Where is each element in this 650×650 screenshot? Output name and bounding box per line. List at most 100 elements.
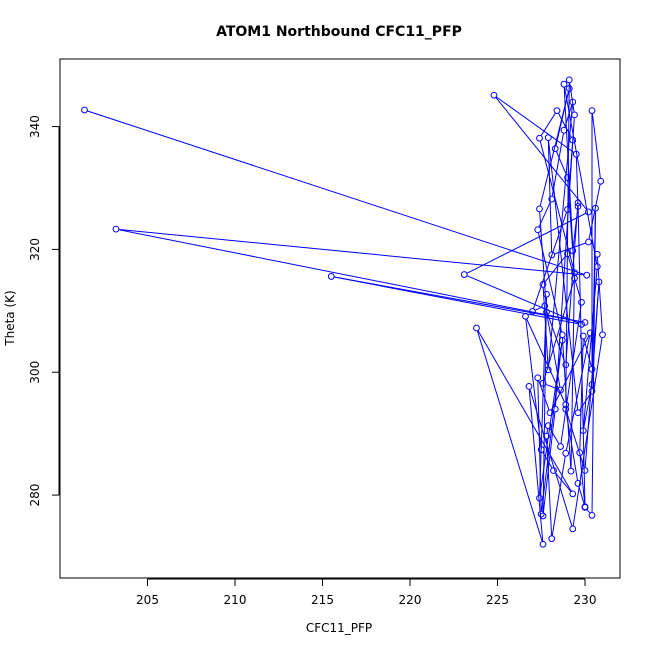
data-point [546, 409, 554, 417]
series-line-segment [555, 472, 572, 492]
data-point [588, 107, 596, 114]
y-tick-label: 340 [28, 115, 42, 138]
data-point [593, 250, 601, 258]
data-point [574, 203, 582, 210]
series-line-segment [575, 157, 579, 204]
data-point [585, 238, 592, 246]
data-point [592, 204, 599, 212]
data-point [525, 382, 533, 390]
data-point [543, 432, 550, 440]
data-point [583, 271, 591, 279]
series-line-segment [588, 184, 601, 239]
series-line-segment [565, 205, 579, 362]
series-line-segment [538, 201, 551, 228]
series-line-segment [466, 212, 586, 274]
data-point [548, 535, 556, 543]
series-line-segment [560, 305, 582, 444]
series-line-segment [565, 335, 591, 451]
data-point [562, 405, 570, 413]
data-point [548, 195, 556, 203]
series-line-segment [539, 212, 547, 309]
data-point [574, 199, 582, 207]
series-line-segment [551, 133, 564, 196]
data-point [548, 251, 556, 259]
data-point [574, 480, 582, 487]
data-point [534, 374, 542, 382]
data-point [562, 401, 570, 409]
series-line-segment [570, 275, 575, 468]
data-point [586, 329, 594, 337]
y-axis: 280 300 320 340 [28, 115, 60, 507]
x-tick-label: 225 [486, 593, 509, 607]
series-line-segment [550, 335, 590, 411]
data-point [572, 150, 580, 158]
data-point [569, 98, 577, 106]
data-point [588, 381, 596, 388]
series-line-segment [578, 486, 585, 505]
y-tick-label: 280 [28, 484, 42, 507]
series-line-segment [496, 96, 574, 153]
series-line-segment [556, 151, 567, 175]
data-point [553, 107, 561, 114]
data-point [588, 387, 596, 395]
series-line-segment [539, 91, 569, 206]
data-point [564, 206, 571, 213]
series-line-segment [565, 83, 570, 402]
series-line-segment [495, 97, 587, 210]
series-line-segment [596, 257, 603, 332]
data-point [490, 91, 498, 99]
series-line-segment [591, 211, 596, 389]
series-line-segment [539, 297, 547, 495]
series-line-segment [535, 306, 543, 311]
series-line-segment [564, 87, 598, 264]
x-tick-label: 205 [136, 593, 159, 607]
series-line-segment [566, 411, 585, 468]
series-line-segment [554, 118, 575, 406]
series-line-segment [529, 389, 573, 526]
series-line-segment [477, 330, 572, 492]
series-line-segment [551, 456, 566, 536]
data-point [581, 467, 589, 474]
data-point [564, 174, 571, 181]
series-line-segment [525, 319, 542, 447]
data-point [529, 308, 536, 315]
data-point [585, 208, 592, 216]
series-line-segment [542, 297, 547, 513]
data-point [551, 405, 559, 413]
data-point [567, 467, 575, 475]
series-line-segment [119, 228, 584, 276]
data-point [558, 336, 566, 344]
data-point [539, 512, 547, 520]
data-point [544, 134, 552, 142]
data-point [536, 205, 543, 213]
data-point [569, 490, 577, 498]
chart-title: ATOM1 Northbound CFC11_PFP [216, 24, 462, 40]
data-point [543, 290, 550, 298]
data-point [551, 145, 559, 153]
series-line-segment [546, 428, 549, 434]
plot-frame [59, 58, 621, 579]
data-point [560, 80, 568, 88]
data-point [460, 271, 468, 278]
data-point [473, 324, 480, 332]
data-point [574, 409, 582, 417]
data-point [544, 366, 552, 374]
data-point [81, 106, 88, 114]
data-point [541, 302, 549, 310]
data-point [569, 136, 577, 144]
series-line-segment [87, 110, 584, 275]
data-point [569, 247, 577, 255]
series-line-segment [119, 229, 582, 323]
data-point [522, 312, 529, 320]
x-tick-label: 230 [574, 593, 597, 607]
data-point [560, 126, 568, 134]
x-tick-label: 220 [399, 593, 422, 607]
data-point [557, 386, 564, 394]
data-point [564, 250, 571, 258]
series-line-segment [572, 337, 603, 526]
data-point [544, 422, 552, 430]
data-point [536, 134, 543, 142]
series-line-segment [567, 256, 582, 300]
y-tick-label: 320 [28, 238, 42, 261]
series-line-segment [569, 82, 575, 112]
